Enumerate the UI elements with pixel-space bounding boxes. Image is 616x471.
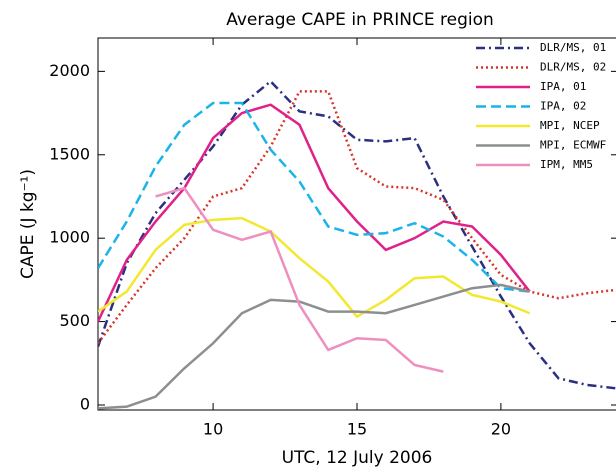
series-line [98,103,531,323]
series-line [98,101,530,293]
legend-label: DLR/MS, 01 [540,41,606,54]
x-axis-label: UTC, 12 July 2006 [282,448,433,468]
legend-label: IPM, MM5 [540,158,593,171]
y-tick-label: 1500 [49,144,90,163]
series-line [98,90,616,345]
legend-label: IPA, 01 [540,80,586,93]
x-tick-label: 20 [491,420,511,439]
y-tick-label: 500 [59,311,90,330]
series-line [98,79,616,390]
series-line [155,186,444,373]
x-tick-label: 15 [347,420,367,439]
legend-label: IPA, 02 [540,100,586,113]
legend-label: MPI, ECMWF [540,139,606,152]
legend-label: DLR/MS, 02 [540,61,606,74]
y-tick-label: 0 [80,394,90,413]
series-line [98,216,531,319]
plot-lines [98,79,616,410]
y-tick-label: 2000 [49,61,90,80]
y-axis-label: CAPE (J kg⁻¹) [18,169,38,279]
chart-title: Average CAPE in PRINCE region [226,10,494,30]
series-line [98,283,530,410]
y-tick-label: 1000 [49,228,90,247]
x-tick-label: 10 [203,420,223,439]
legend-label: MPI, NCEP [540,119,600,132]
